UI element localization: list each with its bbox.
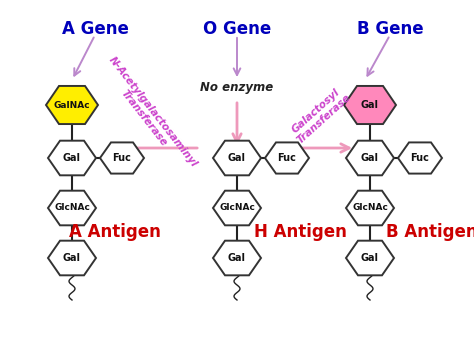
Text: GlcNAc: GlcNAc <box>352 204 388 212</box>
Text: Gal: Gal <box>228 153 246 163</box>
Polygon shape <box>48 141 96 175</box>
Polygon shape <box>265 143 309 174</box>
Text: Gal: Gal <box>361 153 379 163</box>
Polygon shape <box>398 143 442 174</box>
Text: GalNAc: GalNAc <box>54 101 91 109</box>
Text: GlcNAc: GlcNAc <box>219 204 255 212</box>
Polygon shape <box>346 241 394 275</box>
Text: Gal: Gal <box>63 153 81 163</box>
Polygon shape <box>344 86 396 124</box>
Text: Fuc: Fuc <box>410 153 429 163</box>
Text: Gal: Gal <box>361 253 379 263</box>
Polygon shape <box>100 143 144 174</box>
Polygon shape <box>48 191 96 225</box>
Polygon shape <box>213 191 261 225</box>
Text: No enzyme: No enzyme <box>201 81 273 94</box>
Text: H Antigen: H Antigen <box>254 223 346 241</box>
Text: A Antigen: A Antigen <box>69 223 161 241</box>
Text: Gal: Gal <box>63 253 81 263</box>
Text: B Antigen: B Antigen <box>386 223 474 241</box>
Text: Galactosyl
Transferase: Galactosyl Transferase <box>287 84 353 146</box>
Polygon shape <box>46 86 98 124</box>
Text: Fuc: Fuc <box>278 153 296 163</box>
Text: B Gene: B Gene <box>357 20 423 38</box>
Text: O Gene: O Gene <box>203 20 271 38</box>
Polygon shape <box>213 141 261 175</box>
Text: Gal: Gal <box>228 253 246 263</box>
Polygon shape <box>346 191 394 225</box>
Polygon shape <box>213 241 261 275</box>
Text: A Gene: A Gene <box>62 20 128 38</box>
Polygon shape <box>346 141 394 175</box>
Text: Gal: Gal <box>361 100 379 110</box>
Text: N-Acetylgalactosaminyl
Transferase: N-Acetylgalactosaminyl Transferase <box>97 54 199 176</box>
Text: GlcNAc: GlcNAc <box>54 204 90 212</box>
Text: Fuc: Fuc <box>112 153 131 163</box>
Polygon shape <box>48 241 96 275</box>
